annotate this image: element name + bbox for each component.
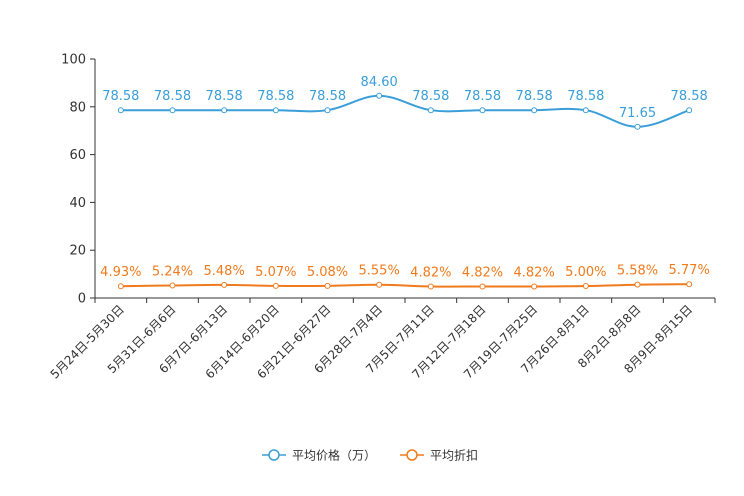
legend-item-average-discount[interactable]: 平均折扣	[400, 448, 478, 463]
data-point[interactable]	[582, 283, 589, 290]
data-label: 78.58	[154, 89, 191, 104]
series-line	[120, 94, 690, 128]
data-label: 78.58	[516, 89, 553, 104]
y-tick-label: 80	[69, 100, 86, 115]
data-point[interactable]	[376, 92, 383, 99]
data-label: 5.55%	[359, 264, 400, 279]
data-point[interactable]	[324, 107, 331, 114]
legend-item-average-price[interactable]: 平均价格（万）	[262, 448, 376, 463]
data-label: 78.58	[412, 89, 449, 104]
data-label: 4.82%	[514, 265, 555, 280]
data-label: 5.08%	[307, 265, 348, 280]
data-label: 78.58	[671, 89, 708, 104]
data-label: 5.77%	[669, 263, 710, 278]
data-point[interactable]	[686, 107, 693, 114]
y-tick-label: 0	[78, 292, 86, 307]
data-point[interactable]	[686, 281, 693, 288]
data-label: 4.82%	[410, 265, 451, 280]
legend-circle-icon	[268, 449, 280, 461]
data-label: 5.58%	[617, 264, 658, 279]
data-point[interactable]	[531, 283, 538, 290]
y-tick-label: 40	[69, 196, 86, 211]
series-layer: 78.58 78.58 78.58 78.58 78.58 84.60 78.58 78.58…	[100, 75, 710, 290]
series-line	[120, 283, 690, 288]
data-point[interactable]	[376, 281, 383, 288]
data-label: 5.48%	[204, 264, 245, 279]
data-point[interactable]	[221, 107, 228, 114]
data-point[interactable]	[272, 282, 279, 289]
data-point[interactable]	[531, 107, 538, 114]
data-point[interactable]	[221, 281, 228, 288]
data-point[interactable]	[634, 123, 641, 130]
legend[interactable]: 平均价格（万） 平均折扣	[262, 448, 478, 463]
data-label: 84.60	[361, 75, 398, 90]
series-average-discount: 4.93% 5.24% 5.48% 5.07% 5.08% 5.55% 4.82% 4.82%…	[100, 263, 710, 290]
data-point[interactable]	[427, 283, 434, 290]
y-tick-label: 20	[69, 244, 86, 259]
data-label: 78.58	[102, 89, 139, 104]
y-tick-label: 100	[61, 53, 86, 68]
data-label: 5.00%	[565, 265, 606, 280]
data-point[interactable]	[427, 107, 434, 114]
data-label: 78.58	[464, 89, 501, 104]
data-point[interactable]	[117, 107, 124, 114]
data-point[interactable]	[169, 282, 176, 289]
data-label: 5.07%	[255, 265, 296, 280]
data-point[interactable]	[479, 283, 486, 290]
data-point[interactable]	[324, 282, 331, 289]
y-tick-label: 60	[69, 148, 86, 163]
data-point[interactable]	[117, 283, 124, 290]
data-label: 4.93%	[100, 265, 141, 280]
legend-label: 平均价格（万）	[292, 448, 376, 463]
data-point[interactable]	[169, 107, 176, 114]
data-label: 4.82%	[462, 265, 503, 280]
data-label: 71.65	[619, 106, 656, 121]
x-axis: 5月24日-5月30日5月31日-6月6日6月7日-6月13日6月14日-6月2…	[48, 297, 716, 382]
data-label: 78.58	[206, 89, 243, 104]
data-label: 78.58	[567, 89, 604, 104]
data-label: 5.24%	[152, 264, 193, 279]
legend-label: 平均折扣	[430, 448, 478, 463]
series-average-price: 78.58 78.58 78.58 78.58 78.58 84.60 78.58 78.58…	[102, 75, 708, 130]
data-point[interactable]	[634, 281, 641, 288]
data-point[interactable]	[582, 107, 589, 114]
data-label: 78.58	[309, 89, 346, 104]
data-point[interactable]	[272, 107, 279, 114]
legend-circle-icon	[406, 449, 418, 461]
data-point[interactable]	[479, 107, 486, 114]
y-axis: 0 20 40 60 80 100	[61, 53, 96, 307]
data-label: 78.58	[257, 89, 294, 104]
